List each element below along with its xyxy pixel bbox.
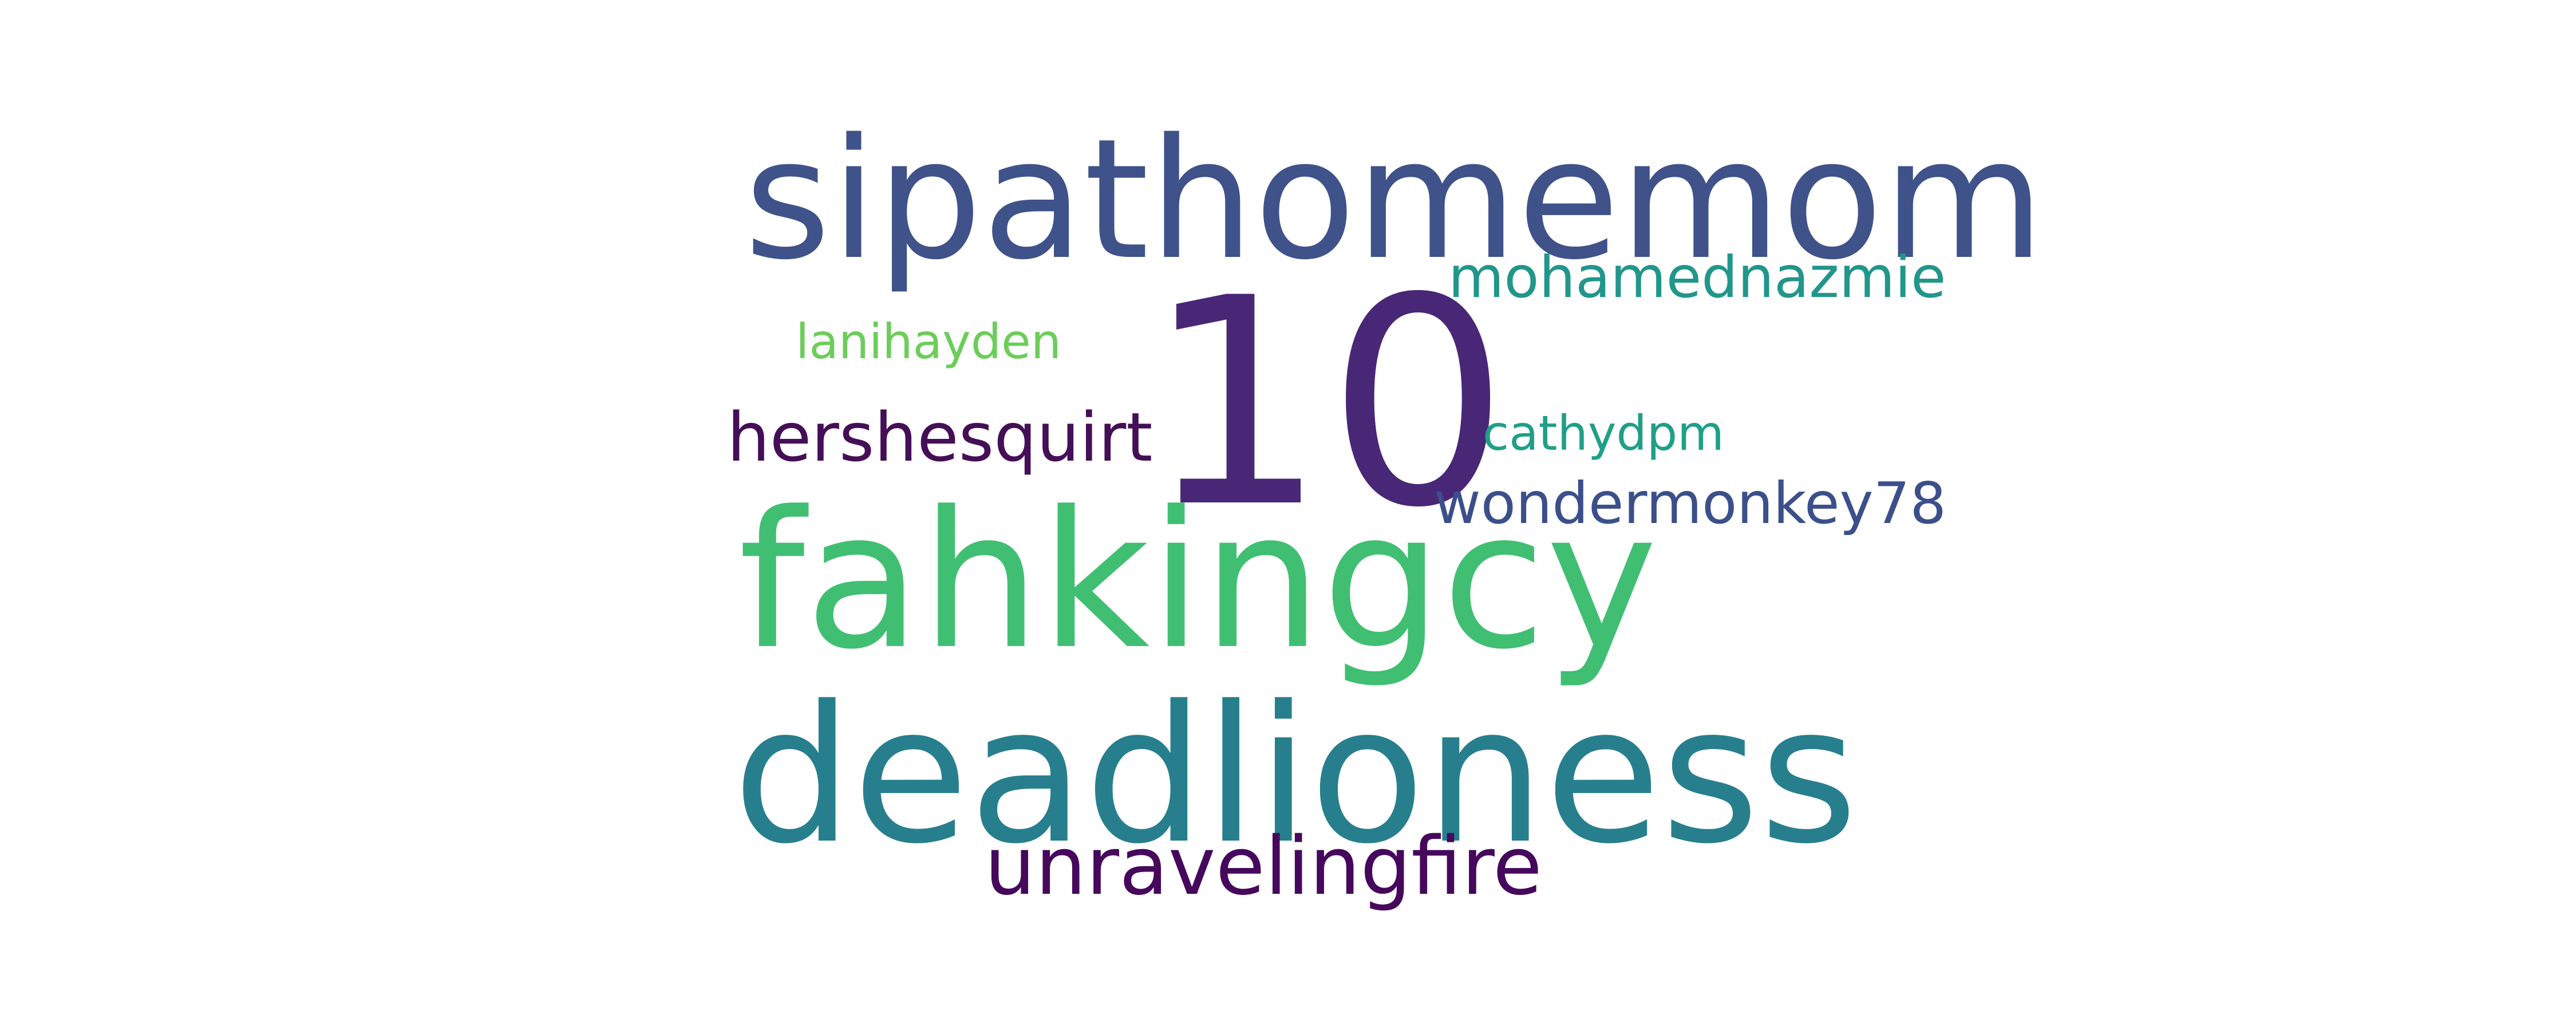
- word-lanihayden: lanihayden: [796, 314, 1062, 370]
- word-10: 10: [1145, 237, 1510, 570]
- word-mohamednazmie: mohamednazmie: [1448, 244, 1946, 311]
- word-unravelingfire: unravelingfire: [985, 820, 1542, 913]
- word-hershesquirt: hershesquirt: [727, 398, 1153, 477]
- word-sipathomemom: sipathomemom: [744, 104, 2045, 296]
- word-wondermonkey78: wondermonkey78: [1434, 470, 1946, 537]
- word-fahkingcy: fahkingcy: [738, 471, 1658, 691]
- word-cathydpm: cathydpm: [1483, 405, 1725, 461]
- word-deadlioness: deadlioness: [733, 665, 1858, 885]
